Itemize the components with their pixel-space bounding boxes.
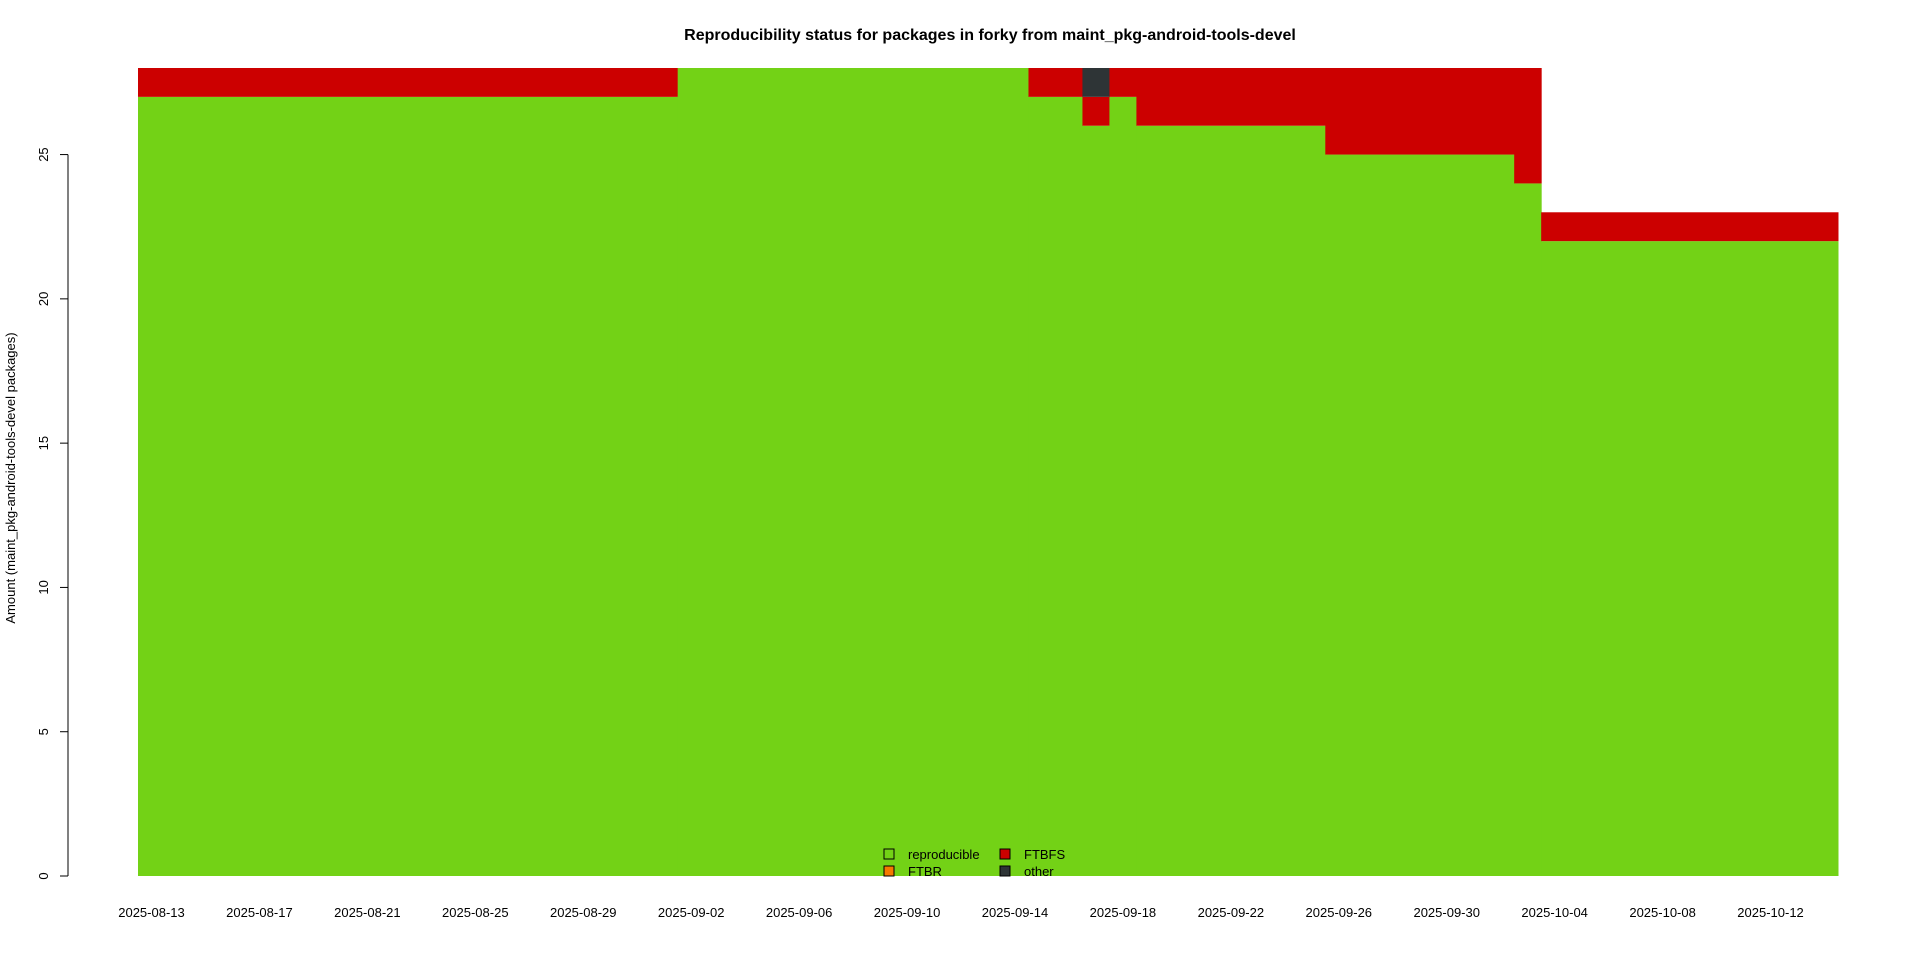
- x-tick-label-13: 2025-10-04: [1521, 905, 1588, 920]
- area-reproducible-0: [138, 96, 679, 877]
- x-tick-label-1: 2025-08-17: [226, 905, 293, 920]
- y-tick-label-15: 15: [36, 436, 51, 450]
- x-tick-label-10: 2025-09-22: [1198, 905, 1265, 920]
- y-tick-label-25: 25: [36, 147, 51, 161]
- legend: reproducible FTBR FTBFS other: [883, 847, 1065, 879]
- y-tick-label-5: 5: [36, 728, 51, 735]
- x-tick-label-0: 2025-08-13: [118, 905, 185, 920]
- area-reproducible-4: [1109, 96, 1137, 877]
- area-reproducible-1: [677, 68, 1029, 876]
- area-ftbfs-8: [1541, 212, 1839, 242]
- y-axis-label: Amount (maint_pkg-android-tools-devel pa…: [3, 332, 18, 623]
- legend-label-ftbr: FTBR: [908, 864, 942, 879]
- area-reproducible-7: [1514, 183, 1542, 876]
- x-axis: 2025-08-13 2025-08-17 2025-08-21 2025-08-25…: [118, 905, 1804, 920]
- legend-label-reproducible: reproducible: [908, 847, 980, 862]
- legend-swatch-reproducible: [883, 848, 895, 860]
- area-ftbfs-2: [1028, 68, 1083, 97]
- area-reproducible-2: [1028, 96, 1083, 877]
- plot-area: [138, 68, 1839, 877]
- x-tick-label-9: 2025-09-18: [1090, 905, 1157, 920]
- x-tick-label-12: 2025-09-30: [1413, 905, 1480, 920]
- x-tick-label-4: 2025-08-29: [550, 905, 617, 920]
- area-ftbfs-4: [1109, 68, 1137, 97]
- x-tick-label-6: 2025-09-06: [766, 905, 833, 920]
- x-tick-label-2: 2025-08-21: [334, 905, 401, 920]
- area-other-3: [1082, 68, 1110, 97]
- area-reproducible-5: [1136, 125, 1326, 876]
- y-axis: 0 5 10 15 20 25: [36, 147, 69, 880]
- legend-label-other: other: [1024, 864, 1054, 879]
- x-tick-label-3: 2025-08-25: [442, 905, 509, 920]
- y-tick-label-10: 10: [36, 580, 51, 594]
- area-ftbfs-5: [1136, 68, 1326, 126]
- y-tick-label-0: 0: [36, 872, 51, 879]
- x-tick-label-7: 2025-09-10: [874, 905, 941, 920]
- legend-swatch-other: [999, 865, 1011, 877]
- area-reproducible-6: [1325, 154, 1515, 877]
- area-ftbfs-3: [1082, 96, 1110, 126]
- area-ftbfs-6: [1325, 68, 1515, 155]
- x-tick-label-15: 2025-10-12: [1737, 905, 1804, 920]
- x-tick-label-8: 2025-09-14: [982, 905, 1049, 920]
- area-ftbfs-0: [138, 68, 679, 97]
- legend-swatch-ftbr: [883, 865, 895, 877]
- x-tick-label-5: 2025-09-02: [658, 905, 725, 920]
- legend-swatch-ftbfs: [999, 848, 1011, 860]
- area-reproducible-3: [1082, 125, 1110, 876]
- x-tick-label-11: 2025-09-26: [1306, 905, 1373, 920]
- legend-label-ftbfs: FTBFS: [1024, 847, 1065, 862]
- area-reproducible-8: [1541, 241, 1839, 877]
- area-ftbfs-7: [1514, 68, 1542, 184]
- chart-title: Reproducibility status for packages in f…: [684, 27, 1296, 44]
- y-tick-label-20: 20: [36, 292, 51, 306]
- x-tick-label-14: 2025-10-08: [1629, 905, 1696, 920]
